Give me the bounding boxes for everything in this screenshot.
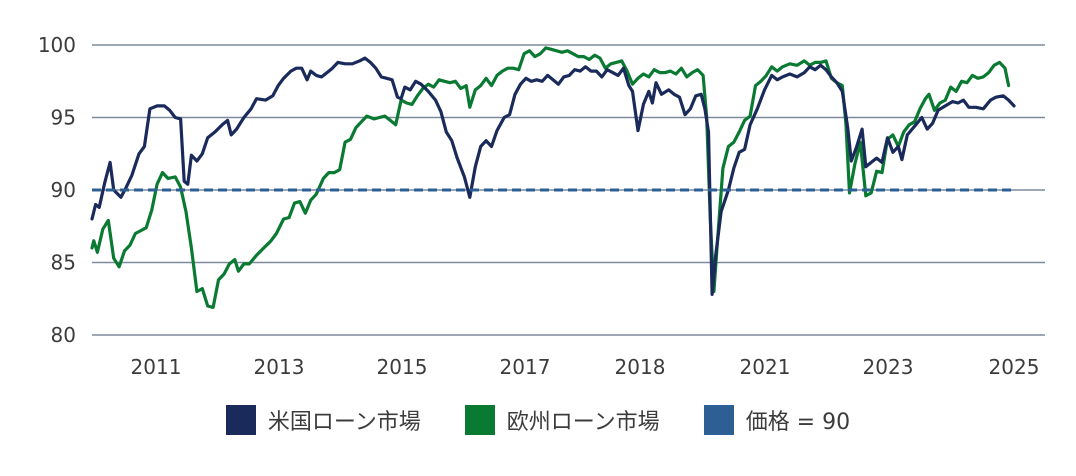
x-tick-label: 2023 (863, 355, 914, 379)
y-tick-label: 100 (38, 33, 76, 57)
x-tick-label: 2021 (740, 355, 791, 379)
loan-price-chart: 80 85 90 95 100 2011 2013 2015 2017 2018 2021 2023… (38, 33, 1045, 379)
legend-swatch-price90 (703, 405, 734, 435)
series-lines (90, 46, 1016, 309)
legend-item-price90: 価格 = 90 (703, 404, 851, 436)
legend: 米国ローン市場 欧州ローン市場 価格 = 90 (0, 404, 1076, 436)
y-tick-label: 80 (51, 323, 76, 347)
legend-item-us: 米国ローン市場 (225, 404, 421, 436)
x-tick-label: 2018 (615, 355, 666, 379)
x-tick-label: 2025 (989, 355, 1040, 379)
legend-swatch-eu (464, 405, 495, 435)
legend-item-eu: 欧州ローン市場 (464, 404, 660, 436)
series-line-us-loan (90, 56, 1016, 296)
legend-label-eu: 欧州ローン市場 (506, 410, 660, 435)
series-line-eu-loan (90, 46, 1011, 309)
legend-label-price90: 価格 = 90 (745, 410, 851, 435)
x-tick-label: 2011 (131, 355, 182, 379)
y-tick-label: 90 (51, 178, 76, 202)
y-tick-label: 85 (51, 251, 76, 275)
x-tick-label: 2013 (254, 355, 305, 379)
y-tick-label: 95 (51, 106, 76, 130)
x-tick-label: 2015 (377, 355, 428, 379)
legend-swatch-us (225, 405, 256, 435)
x-tick-label: 2017 (500, 355, 551, 379)
x-axis-ticks: 2011 2013 2015 2017 2018 2021 2023 2025 (131, 355, 1040, 379)
legend-label-us: 米国ローン市場 (267, 410, 421, 435)
y-axis-ticks: 80 85 90 95 100 (38, 33, 76, 347)
